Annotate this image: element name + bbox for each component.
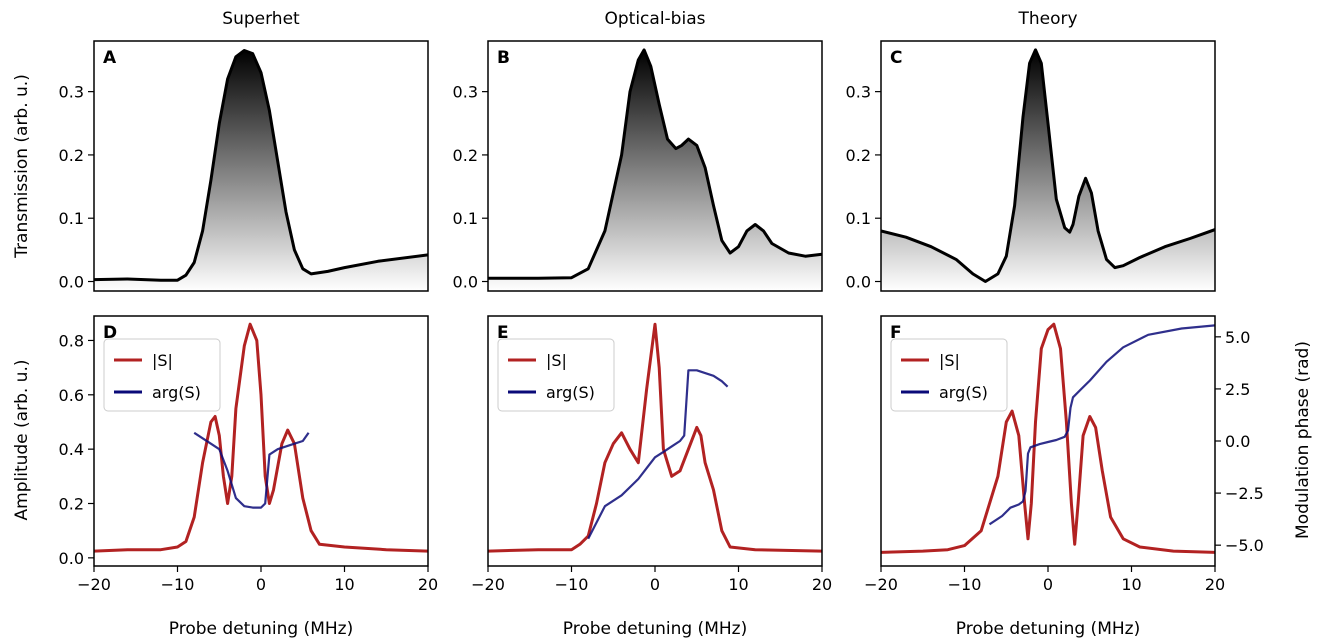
y-tick-label: 0.1	[846, 209, 871, 228]
column-title-superhet: Superhet	[222, 9, 300, 29]
y-tick-label: 0.0	[59, 273, 84, 292]
panel-letter-e: E	[497, 323, 509, 343]
panel-f: |S| arg(S) F −20 −10 0 10 20 −5.0 −2.5 0.0 2.5 5.0	[864, 315, 1264, 594]
y-tick-label: 0.4	[59, 440, 84, 459]
y-tick-label: 0.3	[59, 83, 84, 102]
plot-area-f	[881, 322, 1215, 554]
y-tick-label: 0.6	[59, 386, 84, 405]
x-tick-label: −20	[864, 575, 898, 594]
panel-letter-b: B	[497, 48, 510, 68]
x-tick-label: 10	[728, 575, 748, 594]
xlabel-panel-d: Probe detuning (MHz)	[169, 619, 353, 639]
plot-area-b	[488, 48, 822, 291]
panel-a: A 0.0 0.1 0.2 0.3	[59, 40, 429, 292]
panels: A 0.0 0.1 0.2 0.3 B 0.0 0.1 0.2 0.3 C 0.0 0.1 0.2 0.3 |…	[59, 40, 1264, 594]
y-tick-label: 0.3	[846, 83, 871, 102]
amplitude-line-d	[94, 322, 428, 553]
panel-d: |S| arg(S) D −20 −10 0 10 20 0.0 0.2 0.4 0.6 0.8	[59, 315, 438, 594]
legend-e: |S| arg(S)	[497, 338, 615, 412]
x-tick-label: −20	[77, 575, 111, 594]
y-tick-label: 0.2	[59, 146, 84, 165]
axes-frame-a	[93, 40, 429, 292]
y-tick-label: 0.1	[59, 209, 84, 228]
legend-label-phase: arg(S)	[939, 383, 988, 402]
legend-label-phase: arg(S)	[152, 383, 201, 402]
ylabel-transmission: Transmission (arb. u.)	[12, 74, 32, 259]
x-tick-label: 10	[334, 575, 354, 594]
axes-frame-c	[880, 40, 1216, 292]
phase-line-f	[988, 324, 1215, 526]
y-tick-label: 0.8	[59, 331, 84, 350]
plot-area-c	[881, 48, 1215, 291]
y-tick-label: 0.0	[846, 273, 871, 292]
plot-area-a	[94, 49, 428, 291]
phase-line-e	[587, 369, 729, 540]
y-tick-label: 0.1	[453, 209, 478, 228]
legend-f: |S| arg(S)	[890, 338, 1008, 412]
y2-tick-label: 5.0	[1225, 328, 1250, 347]
x-tick-label: −10	[555, 575, 589, 594]
transmission-line-a	[94, 49, 428, 282]
y-tick-label: 0.0	[59, 549, 84, 568]
amplitude-line-f	[881, 322, 1215, 554]
x-tick-label: −10	[161, 575, 195, 594]
x-tick-label: 0	[256, 575, 266, 594]
plot-area-d	[94, 322, 428, 553]
y-tick-label: 0.2	[846, 146, 871, 165]
x-tick-label: −10	[948, 575, 982, 594]
panel-c: C 0.0 0.1 0.2 0.3	[846, 40, 1216, 292]
transmission-fill-c	[881, 49, 1215, 291]
panel-letter-d: D	[103, 323, 117, 343]
xlabel-panel-f: Probe detuning (MHz)	[956, 619, 1140, 639]
legend-label-amplitude: |S|	[152, 351, 173, 370]
x-tick-label: 0	[1043, 575, 1053, 594]
phase-line-d	[193, 431, 310, 509]
ylabel-amplitude: Amplitude (arb. u.)	[12, 360, 32, 521]
legend-d: |S| arg(S)	[103, 338, 221, 412]
y-tick-label: 0.0	[453, 273, 478, 292]
panel-letter-f: F	[890, 323, 902, 343]
xlabel-panel-e: Probe detuning (MHz)	[563, 619, 747, 639]
legend-label-phase: arg(S)	[546, 383, 595, 402]
transmission-line-c	[881, 48, 1215, 283]
y2-tick-label: 2.5	[1225, 380, 1250, 399]
panel-e: |S| arg(S) E −20 −10 0 10 20	[471, 315, 832, 594]
x-tick-label: 10	[1121, 575, 1141, 594]
legend-label-amplitude: |S|	[939, 351, 960, 370]
x-tick-label: 20	[812, 575, 832, 594]
column-title-optical-bias: Optical-bias	[605, 9, 706, 29]
y-tick-label: 0.3	[453, 83, 478, 102]
x-tick-label: 0	[650, 575, 660, 594]
y-tick-label: 0.2	[59, 495, 84, 514]
column-title-theory: Theory	[1017, 9, 1077, 29]
plot-area-e	[488, 322, 822, 553]
y-tick-label: 0.2	[453, 146, 478, 165]
y2-tick-label: 0.0	[1225, 432, 1250, 451]
amplitude-line-e	[488, 322, 822, 553]
transmission-fill-a	[94, 50, 428, 291]
legend-label-amplitude: |S|	[546, 351, 567, 370]
y2label-modulation-phase: Modulation phase (rad)	[1293, 341, 1313, 539]
panel-letter-c: C	[890, 48, 902, 68]
x-tick-label: 20	[418, 575, 438, 594]
y2-tick-label: −5.0	[1225, 536, 1264, 555]
transmission-line-b	[488, 48, 822, 280]
x-tick-label: −20	[471, 575, 505, 594]
x-tick-label: 20	[1205, 575, 1225, 594]
transmission-fill-b	[488, 49, 822, 291]
y2-tick-label: −2.5	[1225, 484, 1264, 503]
axes-frame-b	[487, 40, 823, 292]
panel-b: B 0.0 0.1 0.2 0.3	[453, 40, 823, 292]
panel-letter-a: A	[103, 48, 117, 68]
